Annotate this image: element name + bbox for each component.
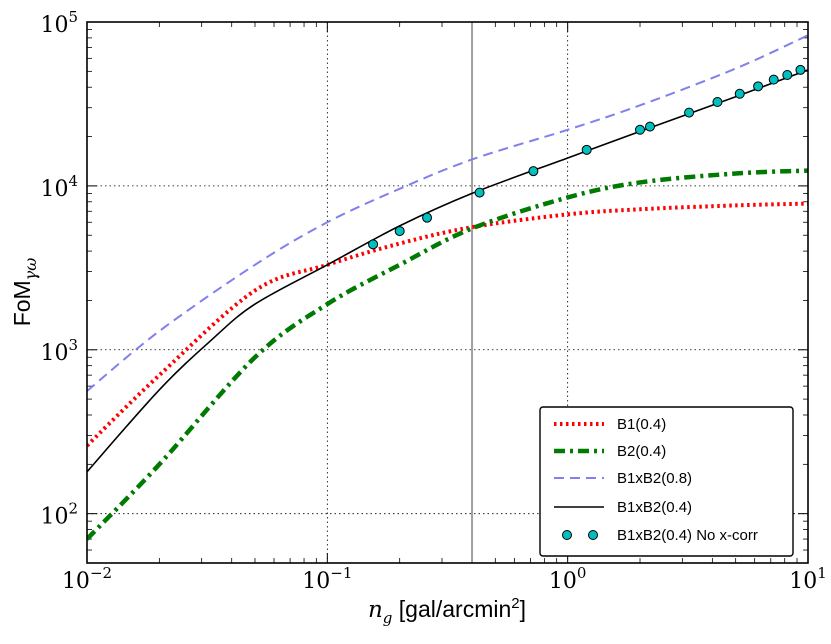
x-axis-title-end: ] (520, 596, 526, 622)
y-tick-base: 10 (40, 341, 68, 366)
x-tick-label: 100 (549, 564, 587, 594)
series-point-b1xb2-0-4-no-x-corr (684, 107, 695, 118)
y-tick-base: 10 (40, 177, 68, 202)
x-axis-title-text: [gal/arcmin (392, 596, 511, 622)
x-tick-label: 10−2 (62, 564, 112, 594)
y-tick-label: 103 (40, 336, 78, 366)
series-point-b1xb2-0-4-no-x-corr (644, 121, 655, 132)
legend-marker-b1xb2-0-4-no-x-corr (562, 530, 572, 540)
x-tick-label: 101 (789, 564, 827, 594)
legend-box (539, 406, 794, 557)
series-point-b1xb2-0-4-no-x-corr (795, 64, 806, 75)
legend-label-b1-0-4: B1(0.4) (617, 416, 666, 433)
x-tick-exp: 1 (817, 564, 827, 582)
x-axis-title-sup: 2 (511, 595, 519, 612)
series-point-b1xb2-0-4-no-x-corr (782, 69, 793, 80)
y-axis-title: FoMγω (9, 258, 40, 327)
y-tick-exp: 2 (68, 500, 78, 518)
legend-label-b1xb2-0-4: B1xB2(0.4) (617, 499, 692, 516)
series-point-b1xb2-0-4-no-x-corr (368, 239, 379, 250)
x-tick-base: 10 (549, 569, 577, 594)
x-tick-base: 10 (62, 569, 90, 594)
y-tick-label: 105 (40, 8, 78, 38)
x-tick-exp: −1 (330, 564, 352, 582)
x-axis-title: ng [gal/arcmin2] (368, 595, 526, 627)
y-tick-label: 102 (40, 500, 78, 530)
plot-frame (86, 21, 809, 564)
series-point-b1xb2-0-4-no-x-corr (768, 74, 779, 85)
series-point-b1xb2-0-4-no-x-corr (474, 187, 485, 198)
y-tick-label: 104 (40, 172, 78, 202)
legend-marker-b1xb2-0-4-no-x-corr (588, 530, 598, 540)
y-axis-title-text: FoM (9, 280, 35, 326)
x-tick-exp: −2 (90, 564, 112, 582)
y-tick-exp: 4 (68, 172, 78, 190)
x-tick-label: 10−1 (302, 564, 352, 594)
series-point-b1xb2-0-4-no-x-corr (635, 124, 646, 135)
legend: B1(0.4) B2(0.4) B1xB2(0.8) B1xB2(0.4) B1xB2(… (539, 406, 794, 557)
series-line-b1xb2-0-8 (87, 34, 808, 392)
series-point-b1xb2-0-4-no-x-corr (734, 88, 745, 99)
series-point-b1xb2-0-4-no-x-corr (753, 81, 764, 92)
series-point-b1xb2-0-4-no-x-corr (581, 144, 592, 155)
series-point-b1xb2-0-4-no-x-corr (394, 226, 405, 237)
series-line-b1-0-4 (87, 201, 808, 448)
x-tick-exp: 0 (577, 564, 587, 582)
x-tick-base: 10 (789, 569, 817, 594)
series-line-b1xb2-0-4 (87, 69, 808, 473)
series-point-b1xb2-0-4-no-x-corr (422, 212, 433, 223)
y-tick-base: 10 (40, 505, 68, 530)
legend-label-b1xb2-0-4-no-x-corr: B1xB2(0.4) No x-corr (617, 527, 758, 544)
legend-label-b1xb2-0-8: B1xB2(0.8) (617, 470, 692, 487)
legend-label-b2-0-4: B2(0.4) (617, 443, 666, 460)
x-tick-base: 10 (302, 569, 330, 594)
x-axis-title-math: n (368, 597, 383, 623)
series-point-b1xb2-0-4-no-x-corr (712, 96, 723, 107)
series-layer (87, 22, 808, 563)
y-axis-title-sub: γω (21, 258, 40, 281)
series-point-b1xb2-0-4-no-x-corr (528, 166, 539, 177)
x-axis-title-sub: g (383, 609, 393, 627)
y-tick-exp: 3 (68, 336, 78, 354)
y-tick-exp: 5 (68, 8, 78, 26)
y-tick-base: 10 (40, 13, 68, 38)
